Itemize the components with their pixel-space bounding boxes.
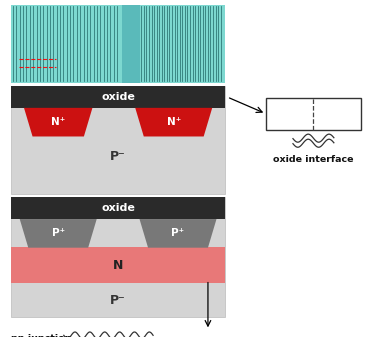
Bar [266,98,361,130]
Text: P⁺: P⁺ [171,228,185,238]
Bar [11,86,225,108]
Bar [11,247,225,283]
Text: pn junction: pn junction [11,334,71,337]
Text: N⁺: N⁺ [167,117,181,127]
Polygon shape [140,219,217,248]
Text: oxide: oxide [101,203,135,213]
Text: P⁺: P⁺ [52,228,65,238]
Bar [11,5,225,83]
Text: P⁻: P⁻ [110,294,126,307]
Polygon shape [20,219,97,248]
Bar [122,5,140,83]
Polygon shape [24,108,92,136]
Text: oxide interface: oxide interface [273,155,354,164]
Bar [11,197,225,317]
Bar [11,197,225,219]
Polygon shape [135,108,212,136]
Text: oxide: oxide [101,92,135,102]
Bar [11,86,225,194]
Text: P⁻: P⁻ [110,150,126,162]
Text: N⁺: N⁺ [51,117,65,127]
Text: N: N [113,259,123,272]
